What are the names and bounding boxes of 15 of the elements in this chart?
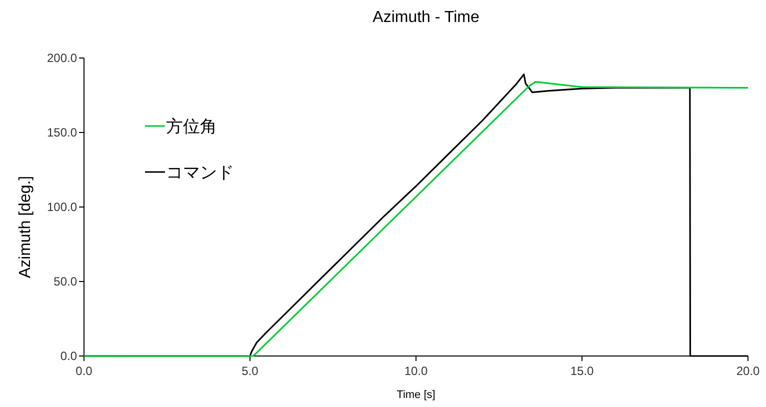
legend-label: コマンド — [166, 163, 234, 182]
x-tick-label: 20.0 — [736, 364, 760, 378]
x-tick-label: 0.0 — [76, 364, 93, 378]
y-tick-label: 0.0 — [60, 349, 78, 363]
y-tick-label: 150.0 — [46, 126, 78, 140]
x-tick-label: 5.0 — [242, 364, 259, 378]
y-tick-label: 50.0 — [54, 274, 78, 288]
x-tick-label: 15.0 — [570, 364, 594, 378]
y-tick-label: 200.0 — [46, 51, 78, 65]
y-axis-title: Azimuth [deg.] — [17, 176, 34, 278]
legend-label: 方位角 — [166, 117, 217, 136]
x-tick-label: 10.0 — [404, 364, 428, 378]
chart-title: Azimuth - Time — [372, 9, 480, 26]
y-tick-label: 100.0 — [46, 200, 78, 214]
x-axis-title: Time [s] — [396, 389, 436, 401]
